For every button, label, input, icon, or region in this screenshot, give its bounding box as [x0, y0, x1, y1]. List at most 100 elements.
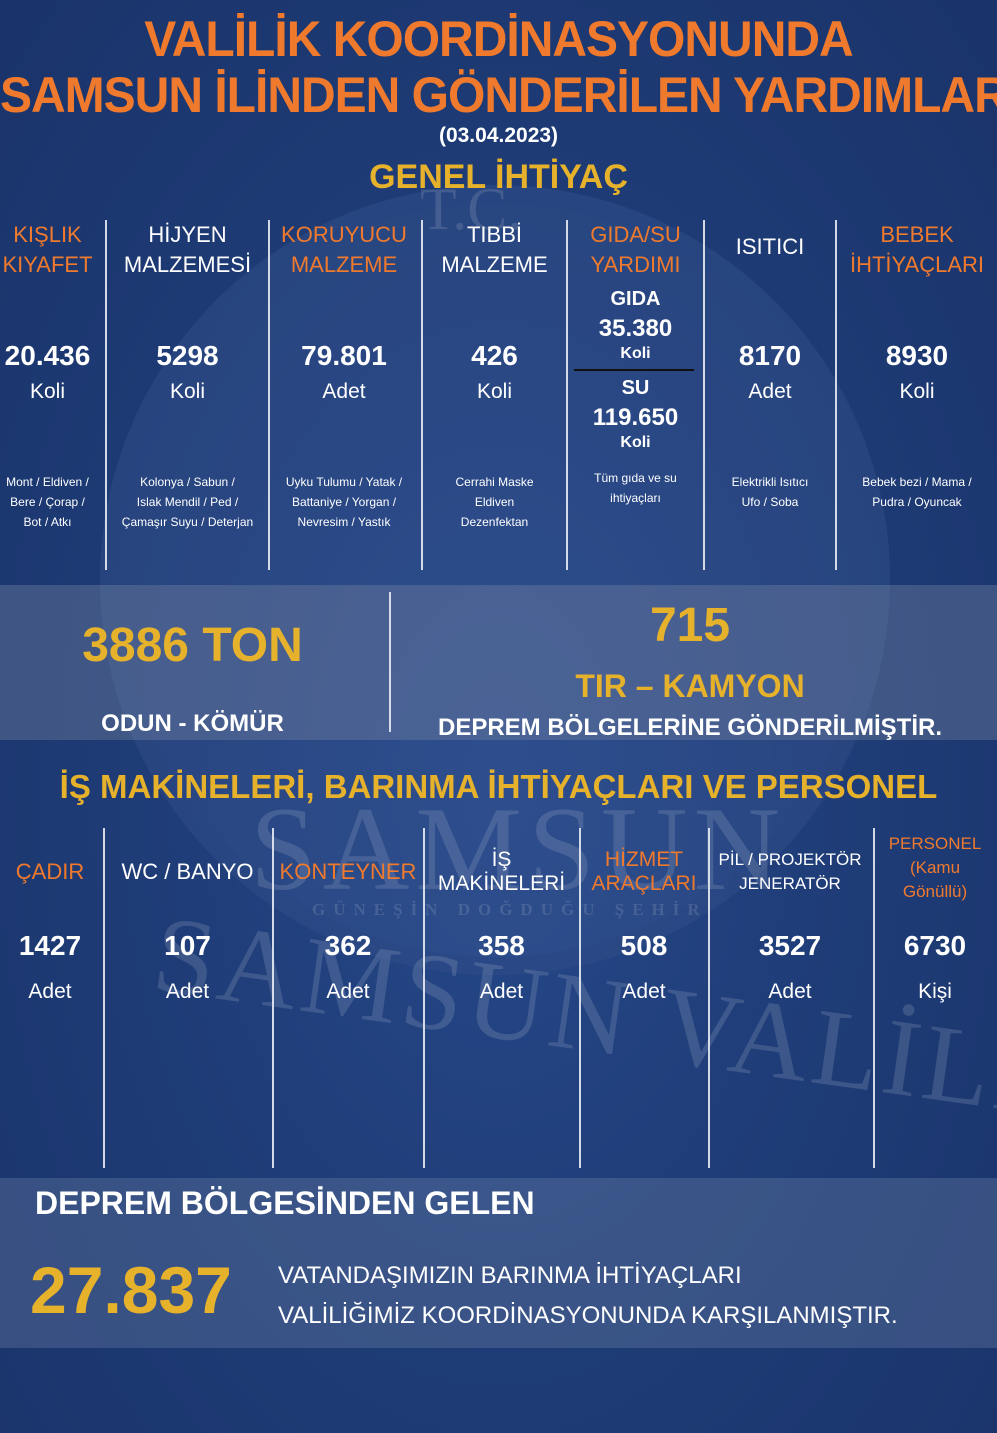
- general-divider: [268, 220, 270, 570]
- general-item-unit: Adet: [748, 380, 792, 403]
- head-line: TIBBİ: [466, 222, 522, 247]
- food-value: 35.380: [598, 315, 673, 342]
- machines-item: PİL / PROJEKTÖR JENERATÖR 3527 Adet: [710, 832, 870, 1004]
- machines-item-unit: Adet: [622, 980, 666, 1003]
- desc-line: Mont / Eldiven /: [6, 475, 89, 489]
- wood-coal-value: 3886 TON: [82, 619, 303, 672]
- footer-panel: [0, 1178, 997, 1348]
- desc-line: Bere / Çorap /: [10, 495, 85, 509]
- date: (03.04.2023): [438, 124, 559, 147]
- machines-item-head: İŞ MAKİNELERİ: [424, 832, 579, 912]
- head-line: GIDA/SU: [590, 222, 681, 247]
- food-unit: Koli: [620, 345, 651, 362]
- desc-line: Uyku Tulumu / Yatak /: [285, 475, 403, 489]
- title-line-1: VALİLİK KOORDİNASYONUNDA: [144, 11, 853, 68]
- general-item: BEBEK İHTİYAÇLARI 8930 Koli Bebek bezi / Mam…: [837, 220, 997, 512]
- head-line: MALZEMESİ: [123, 252, 252, 277]
- general-item-value: 8170: [738, 340, 802, 371]
- footer-value: 27.837: [30, 1253, 232, 1327]
- head-line: İHTİYAÇLARI: [849, 252, 985, 277]
- head-line: KONTEYNER: [279, 859, 417, 884]
- general-item: KIŞLIK KIYAFET 20.436 Koli Mont / Eldiven / B…: [0, 220, 95, 532]
- head-line: YARDIMI: [590, 252, 681, 277]
- machines-item-value: 3527: [758, 930, 822, 961]
- machines-item-value: 362: [324, 930, 372, 961]
- machines-divider: [103, 828, 105, 1168]
- general-item: ISITICI 8170 Adet Elektrikli Isıtıcı Ufo / S…: [705, 220, 835, 512]
- general-item-desc: Bebek bezi / Mama / Pudra / Oyuncak: [837, 472, 997, 512]
- machines-item-value: 1427: [18, 930, 82, 961]
- machines-item-head: WC / BANYO: [105, 832, 270, 912]
- desc-line: Çamaşır Suyu / Deterjan: [121, 515, 254, 529]
- machines-divider: [423, 828, 425, 1168]
- head-line: İŞ: [491, 848, 512, 871]
- machines-item-head: PİL / PROJEKTÖR JENERATÖR: [710, 832, 870, 912]
- general-divider: [421, 220, 423, 570]
- footer-text-1: VATANDAŞIMIZIN BARINMA İHTİYAÇLARI: [278, 1262, 742, 1289]
- general-item-value: 8930: [885, 340, 949, 371]
- footer-text-2: VALİLİĞİMİZ KOORDİNASYONUNDA KARŞILANMIŞ…: [278, 1302, 898, 1329]
- machines-divider: [579, 828, 581, 1168]
- machines-item-value: 107: [164, 930, 211, 961]
- general-divider: [835, 220, 837, 570]
- footer-title: DEPREM BÖLGESİNDEN GELEN: [35, 1185, 535, 1221]
- head-line: Gönüllü): [902, 882, 968, 901]
- watermark-top: T.C.: [420, 176, 523, 242]
- general-item-head: KIŞLIK KIYAFET: [0, 220, 95, 280]
- machines-item-value: 508: [620, 930, 668, 961]
- machines-item-unit: Adet: [768, 980, 812, 1003]
- general-item-head: TIBBİ MALZEME: [422, 220, 567, 280]
- head-line: JENERATÖR: [739, 874, 841, 893]
- machines-item-head: KONTEYNER: [273, 832, 423, 912]
- machines-item-value: 358: [478, 930, 525, 961]
- head-line: WC / BANYO: [121, 859, 254, 884]
- head-line: MALZEME: [290, 252, 398, 277]
- truck-label: TIR – KAMYON: [575, 668, 805, 704]
- machines-item: ÇADIR 1427 Adet: [0, 832, 100, 1004]
- general-item: TIBBİ MALZEME 426 Koli Cerrahi Maske Eldiven D…: [422, 220, 567, 532]
- machines-item-value: 6730: [903, 930, 967, 961]
- general-item-unit: Koli: [899, 380, 935, 403]
- machines-divider: [873, 828, 875, 1168]
- water-value: 119.650: [592, 404, 679, 431]
- head-line: KIŞLIK: [13, 222, 82, 247]
- head-line: MAKİNELERİ: [437, 872, 566, 895]
- head-line: BEBEK: [880, 222, 954, 247]
- general-item-desc: Elektrikli Isıtıcı Ufo / Soba: [705, 472, 835, 512]
- truck-count: 715: [649, 599, 731, 652]
- desc-line: Battaniye / Yorgan /: [291, 495, 397, 509]
- general-item-unit: Koli: [169, 380, 206, 403]
- title-line-2: SAMSUN İLİNDEN GÖNDERİLEN YARDIMLAR: [0, 67, 997, 124]
- summary-band: [0, 585, 997, 740]
- head-line: MALZEME: [441, 252, 548, 277]
- general-item-value: 5298: [156, 340, 219, 371]
- machines-item: WC / BANYO 107 Adet: [105, 832, 270, 1004]
- general-item-head: GIDA/SU YARDIMI: [568, 220, 703, 280]
- desc-line: Nevresim / Yastık: [297, 515, 391, 529]
- general-item-desc: Kolonya / Sabun / Islak Mendil / Ped / Çam…: [110, 472, 265, 532]
- head-line: PERSONEL: [888, 834, 982, 853]
- machines-divider: [272, 828, 274, 1168]
- machines-item-head: HİZMET ARAÇLARI: [580, 832, 708, 912]
- desc-line: Islak Mendil / Ped /: [136, 495, 239, 509]
- machines-item: PERSONEL (Kamu Gönüllü) 6730 Kişi: [874, 832, 996, 1004]
- machines-item-head: PERSONEL (Kamu Gönüllü): [874, 832, 996, 912]
- wood-coal-label: ODUN - KÖMÜR: [101, 710, 284, 737]
- head-line: ISITICI: [735, 234, 805, 259]
- head-line: KORUYUCU: [281, 222, 407, 247]
- desc-line: Eldiven: [474, 495, 515, 509]
- machines-item: İŞ MAKİNELERİ 358 Adet: [424, 832, 579, 1004]
- machines-divider: [708, 828, 710, 1168]
- head-line: (Kamu: [909, 858, 961, 877]
- desc-line: Tüm gıda ve su: [594, 471, 677, 485]
- general-item-value: 79.801: [301, 340, 387, 371]
- machines-item-unit: Adet: [28, 980, 72, 1003]
- desc-line: Elektrikli Isıtıcı: [731, 475, 809, 489]
- head-line: HİZMET: [604, 848, 684, 871]
- general-item-head: BEBEK İHTİYAÇLARI: [837, 220, 997, 280]
- machines-item: KONTEYNER 362 Adet: [273, 832, 423, 1004]
- machines-item-unit: Kişi: [918, 980, 952, 1003]
- general-divider: [703, 220, 705, 570]
- general-item-desc: Cerrahi Maske Eldiven Dezenfektan: [422, 472, 567, 532]
- general-item-desc: Mont / Eldiven / Bere / Çorap / Bot / Atkı: [0, 472, 95, 532]
